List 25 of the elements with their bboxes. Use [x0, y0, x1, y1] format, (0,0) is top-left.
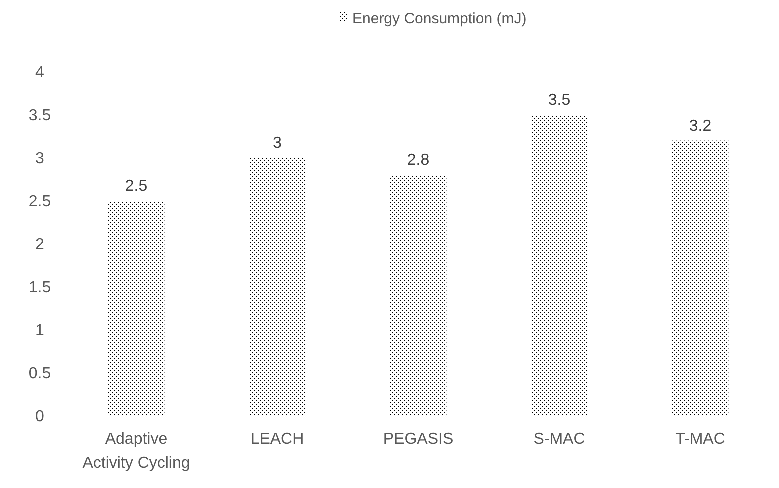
y-tick-label: 1: [36, 322, 45, 340]
data-label: 2.8: [407, 152, 430, 170]
bar: [672, 140, 729, 416]
data-label: 3.5: [548, 92, 571, 109]
bar: [249, 158, 306, 416]
y-tick-label: 1.5: [28, 280, 52, 297]
bar: [531, 115, 588, 416]
data-label: 3.2: [689, 118, 712, 135]
data-label: 2.5: [125, 178, 148, 195]
bar: [108, 201, 165, 416]
y-tick-label: 0: [36, 408, 45, 426]
x-tick-label: S-MAC: [534, 431, 586, 448]
legend-label: Energy Consumption (mJ): [352, 10, 527, 28]
x-tick-label: T-MAC: [676, 431, 726, 448]
y-tick-label: 2: [36, 236, 45, 254]
y-tick-label: 4: [36, 64, 45, 82]
x-tick-label: Adaptive Activity Cycling: [82, 431, 190, 472]
x-tick-label: LEACH: [250, 431, 304, 448]
bar: [390, 175, 447, 416]
y-tick-label: 2.5: [28, 194, 52, 211]
y-tick-label: 0.5: [28, 366, 52, 383]
y-tick-label: 3: [36, 150, 45, 168]
x-tick-label: PEGASIS: [383, 431, 454, 448]
y-tick-label: 3.5: [28, 108, 52, 125]
data-label: 3: [273, 135, 282, 152]
